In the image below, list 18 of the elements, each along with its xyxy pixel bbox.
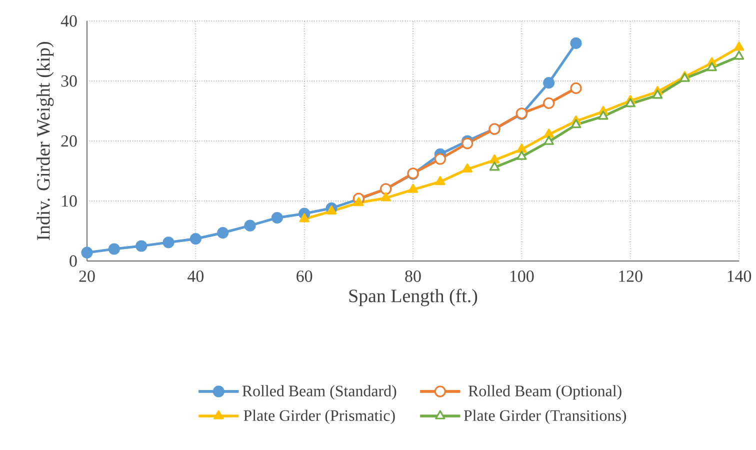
- legend-label: Plate Girder (Prismatic): [244, 410, 395, 424]
- legend-label: Plate Girder (Transitions): [464, 410, 626, 424]
- x-tick-label: 20: [79, 270, 95, 282]
- y-tick-label: 0: [70, 255, 77, 267]
- y-tick-label: 20: [61, 135, 77, 147]
- legend-label: Rolled Beam (Standard): [242, 385, 396, 400]
- y-tick-label: 10: [62, 195, 77, 207]
- y-axis-title: Indiv. Girder Weight (kip): [36, 42, 54, 240]
- x-axis-title: Span Length (ft.): [349, 288, 478, 306]
- y-tick-label: 40: [60, 15, 77, 27]
- x-tick-label: 40: [188, 270, 204, 282]
- x-tick-label: 60: [296, 270, 312, 282]
- legend-label: Rolled Beam (Optional): [468, 385, 622, 400]
- x-tick-label: 120: [619, 270, 642, 282]
- x-tick-label: 140: [728, 270, 752, 282]
- x-tick-label: 100: [510, 270, 534, 282]
- x-tick-label: 80: [405, 270, 421, 282]
- y-tick-label: 30: [61, 75, 77, 87]
